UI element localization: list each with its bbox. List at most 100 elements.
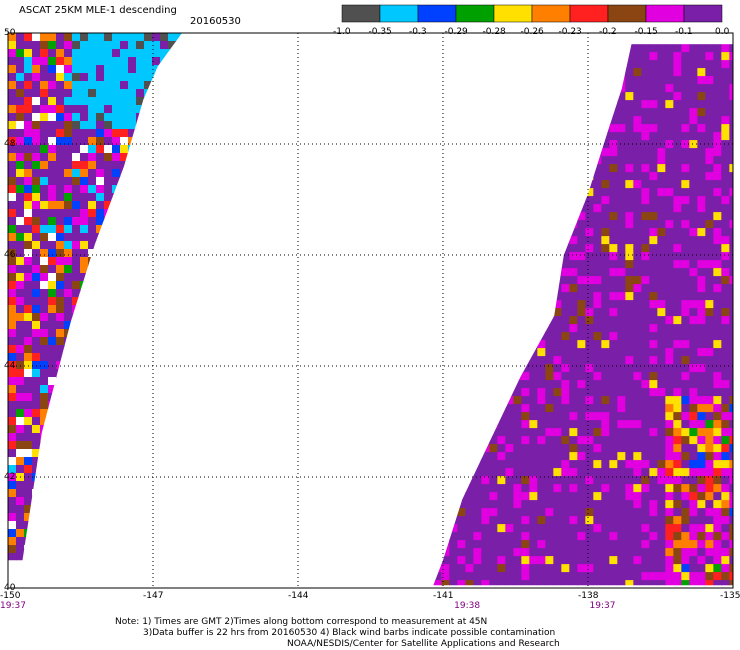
- swath-cell: [128, 361, 137, 370]
- x-tick-label: -150: [0, 591, 21, 601]
- swath-cell: [152, 65, 161, 74]
- swath-cell: [473, 284, 482, 293]
- swath-cell: [457, 468, 466, 477]
- swath-cell: [673, 340, 682, 349]
- swath-cell: [601, 572, 610, 581]
- swath-cell: [553, 364, 562, 373]
- swath-cell: [168, 465, 177, 474]
- swath-cell: [729, 308, 733, 317]
- swath-cell: [168, 65, 177, 74]
- swath-cell: [617, 500, 626, 509]
- swath-cell: [609, 460, 618, 469]
- swath-cell: [553, 244, 562, 253]
- swath-cell: [521, 132, 530, 141]
- swath-cell: [705, 452, 714, 461]
- swath-cell: [665, 196, 674, 205]
- swath-cell: [529, 532, 538, 541]
- swath-cell: [577, 324, 586, 333]
- swath-cell: [24, 377, 33, 386]
- colorbar: [341, 4, 723, 23]
- swath-cell: [633, 284, 642, 293]
- swath-cell: [112, 457, 121, 466]
- swath-cell: [593, 188, 602, 197]
- swath-cell: [112, 449, 121, 458]
- swath-cell: [537, 396, 546, 405]
- swath-cell: [80, 97, 89, 106]
- swath-cell: [601, 300, 610, 309]
- swath-cell: [593, 52, 602, 61]
- swath-cell: [513, 164, 522, 173]
- swath-cell: [433, 340, 442, 349]
- swath-cell: [128, 169, 137, 178]
- swath-cell: [513, 204, 522, 213]
- swath-cell: [673, 148, 682, 157]
- swath-cell: [625, 100, 634, 109]
- swath-cell: [128, 553, 137, 561]
- swath-cell: [593, 60, 602, 69]
- swath-cell: [577, 204, 586, 213]
- swath-cell: [497, 44, 506, 53]
- swath-cell: [489, 148, 498, 157]
- swath-cell: [40, 489, 49, 498]
- swath-cell: [657, 564, 666, 573]
- swath-cell: [120, 329, 129, 338]
- swath-cell: [529, 340, 538, 349]
- swath-cell: [545, 548, 554, 557]
- swath-cell: [473, 452, 482, 461]
- swath-cell: [713, 364, 722, 373]
- swath-cell: [112, 265, 121, 274]
- swath-cell: [633, 92, 642, 101]
- swath-cell: [144, 529, 153, 538]
- swath-cell: [40, 497, 49, 506]
- swath-cell: [521, 332, 530, 341]
- swath-cell: [16, 289, 25, 298]
- swath-cell: [705, 172, 714, 181]
- swath-cell: [681, 380, 690, 389]
- swath-cell: [673, 580, 682, 586]
- swath-cell: [465, 412, 474, 421]
- swath-cell: [176, 81, 182, 90]
- swath-cell: [529, 268, 538, 277]
- swath-cell: [553, 540, 562, 549]
- swath-cell: [168, 33, 177, 42]
- swath-cell: [8, 57, 17, 66]
- swath-cell: [633, 132, 642, 141]
- swath-cell: [120, 49, 129, 58]
- swath-cell: [673, 252, 682, 261]
- swath-cell: [657, 252, 666, 261]
- swath-cell: [673, 356, 682, 365]
- swath-cell: [585, 516, 594, 525]
- swath-cell: [16, 153, 25, 162]
- swath-cell: [152, 57, 161, 66]
- swath-cell: [72, 329, 81, 338]
- swath-cell: [160, 273, 169, 282]
- swath-cell: [657, 524, 666, 533]
- swath-cell: [609, 244, 618, 253]
- swath-cell: [433, 420, 442, 429]
- swath-cell: [136, 449, 145, 458]
- swath-cell: [657, 364, 666, 373]
- swath-cell: [120, 257, 129, 266]
- swath-cell: [136, 513, 145, 522]
- swath-cell: [465, 452, 474, 461]
- swath-cell: [489, 228, 498, 237]
- swath-cell: [521, 340, 530, 349]
- swath-cell: [665, 300, 674, 309]
- swath-cell: [649, 468, 658, 477]
- swath-cell: [729, 556, 733, 565]
- swath-cell: [497, 372, 506, 381]
- swath-cell: [48, 513, 57, 522]
- swath-cell: [104, 457, 113, 466]
- swath-cell: [48, 193, 57, 202]
- swath-cell: [665, 484, 674, 493]
- swath-cell: [72, 321, 81, 330]
- swath-cell: [553, 396, 562, 405]
- swath-cell: [505, 444, 514, 453]
- swath-cell: [88, 185, 97, 194]
- swath-cell: [593, 508, 602, 517]
- swath-cell: [56, 393, 65, 402]
- swath-cell: [609, 92, 618, 101]
- swath-cell: [489, 436, 498, 445]
- swath-cell: [120, 241, 129, 250]
- swath-cell: [481, 572, 490, 581]
